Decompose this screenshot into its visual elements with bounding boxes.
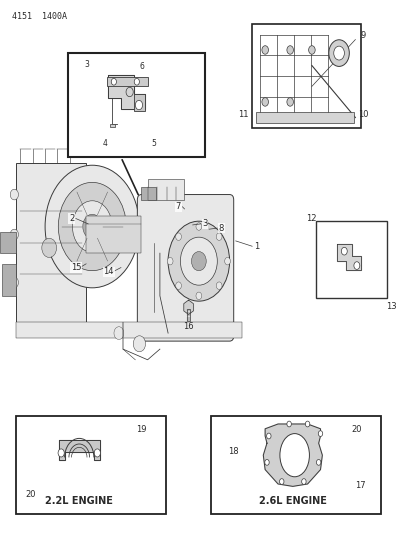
Text: 20: 20 bbox=[25, 490, 36, 498]
Text: 16: 16 bbox=[183, 322, 193, 330]
Bar bbox=[141, 187, 155, 200]
Circle shape bbox=[45, 165, 139, 288]
Circle shape bbox=[168, 221, 229, 301]
Circle shape bbox=[261, 46, 268, 54]
Text: 6: 6 bbox=[139, 62, 144, 71]
Circle shape bbox=[279, 479, 283, 484]
Circle shape bbox=[135, 100, 142, 110]
Text: 9: 9 bbox=[348, 28, 353, 37]
Circle shape bbox=[58, 449, 64, 457]
Circle shape bbox=[175, 282, 181, 289]
Circle shape bbox=[191, 252, 206, 271]
Circle shape bbox=[10, 229, 18, 240]
Circle shape bbox=[328, 40, 348, 67]
Text: 11: 11 bbox=[237, 110, 248, 119]
Circle shape bbox=[180, 237, 217, 285]
Circle shape bbox=[305, 421, 309, 427]
Polygon shape bbox=[336, 245, 360, 270]
Bar bbox=[147, 179, 184, 200]
FancyBboxPatch shape bbox=[137, 195, 233, 341]
Circle shape bbox=[10, 189, 18, 200]
Text: 10: 10 bbox=[357, 110, 367, 119]
Text: 12: 12 bbox=[317, 224, 326, 233]
Text: 2.2L ENGINE: 2.2L ENGINE bbox=[45, 496, 113, 506]
Bar bbox=[0, 232, 16, 253]
Bar bbox=[16, 416, 166, 514]
Text: 12: 12 bbox=[306, 214, 316, 223]
Text: 2.6L ENGINE: 2.6L ENGINE bbox=[258, 496, 326, 506]
Circle shape bbox=[133, 336, 145, 352]
Circle shape bbox=[83, 214, 101, 239]
Text: 10: 10 bbox=[348, 108, 357, 117]
Text: 13: 13 bbox=[374, 286, 384, 295]
Circle shape bbox=[266, 433, 270, 439]
Polygon shape bbox=[58, 440, 100, 459]
Circle shape bbox=[10, 277, 18, 288]
Circle shape bbox=[114, 327, 124, 340]
Circle shape bbox=[58, 182, 126, 271]
Text: 3: 3 bbox=[202, 220, 207, 228]
Bar bbox=[106, 77, 148, 86]
Bar bbox=[187, 309, 190, 321]
Polygon shape bbox=[108, 75, 145, 109]
Circle shape bbox=[286, 98, 293, 106]
Text: 1: 1 bbox=[253, 242, 258, 251]
Circle shape bbox=[134, 78, 139, 85]
Bar bbox=[110, 124, 114, 127]
Text: 4151  1400A: 4151 1400A bbox=[12, 12, 67, 21]
Bar bbox=[16, 322, 241, 338]
Bar bbox=[86, 216, 141, 253]
Bar bbox=[16, 163, 86, 322]
Circle shape bbox=[308, 46, 315, 54]
Circle shape bbox=[301, 479, 306, 484]
Circle shape bbox=[316, 459, 320, 465]
Text: 11: 11 bbox=[256, 108, 265, 117]
Circle shape bbox=[167, 257, 173, 265]
Bar bbox=[315, 221, 387, 298]
Text: 4: 4 bbox=[102, 139, 107, 148]
Text: 14: 14 bbox=[103, 268, 114, 276]
Bar bbox=[252, 24, 360, 128]
Text: 18: 18 bbox=[228, 447, 238, 456]
Circle shape bbox=[94, 449, 100, 457]
Text: 13: 13 bbox=[385, 302, 396, 311]
Circle shape bbox=[216, 282, 221, 289]
Circle shape bbox=[196, 292, 201, 300]
Text: 8: 8 bbox=[218, 224, 224, 232]
Bar bbox=[211, 416, 380, 514]
Circle shape bbox=[286, 421, 291, 427]
Circle shape bbox=[216, 233, 221, 240]
Circle shape bbox=[333, 46, 344, 60]
Bar bbox=[67, 53, 204, 157]
Ellipse shape bbox=[279, 434, 309, 477]
Text: 20: 20 bbox=[351, 425, 361, 433]
Circle shape bbox=[196, 223, 201, 230]
Circle shape bbox=[264, 459, 269, 465]
Text: 7: 7 bbox=[175, 203, 181, 211]
Bar bbox=[2, 264, 16, 296]
Circle shape bbox=[286, 46, 293, 54]
Polygon shape bbox=[183, 300, 193, 314]
Circle shape bbox=[317, 431, 322, 437]
Text: 17: 17 bbox=[355, 481, 365, 489]
Circle shape bbox=[341, 247, 346, 255]
Text: 15: 15 bbox=[70, 263, 81, 272]
Circle shape bbox=[111, 78, 116, 85]
Bar bbox=[256, 112, 353, 123]
Polygon shape bbox=[263, 424, 321, 486]
Text: 2: 2 bbox=[69, 214, 74, 223]
Text: 5: 5 bbox=[151, 139, 156, 148]
Circle shape bbox=[72, 201, 112, 252]
Bar bbox=[134, 94, 145, 111]
Text: 3: 3 bbox=[84, 60, 89, 69]
Text: 9: 9 bbox=[360, 31, 364, 40]
Circle shape bbox=[261, 98, 268, 106]
Circle shape bbox=[224, 257, 230, 265]
Circle shape bbox=[175, 233, 181, 240]
Circle shape bbox=[353, 262, 359, 269]
Circle shape bbox=[42, 238, 56, 257]
Text: 19: 19 bbox=[136, 425, 146, 433]
